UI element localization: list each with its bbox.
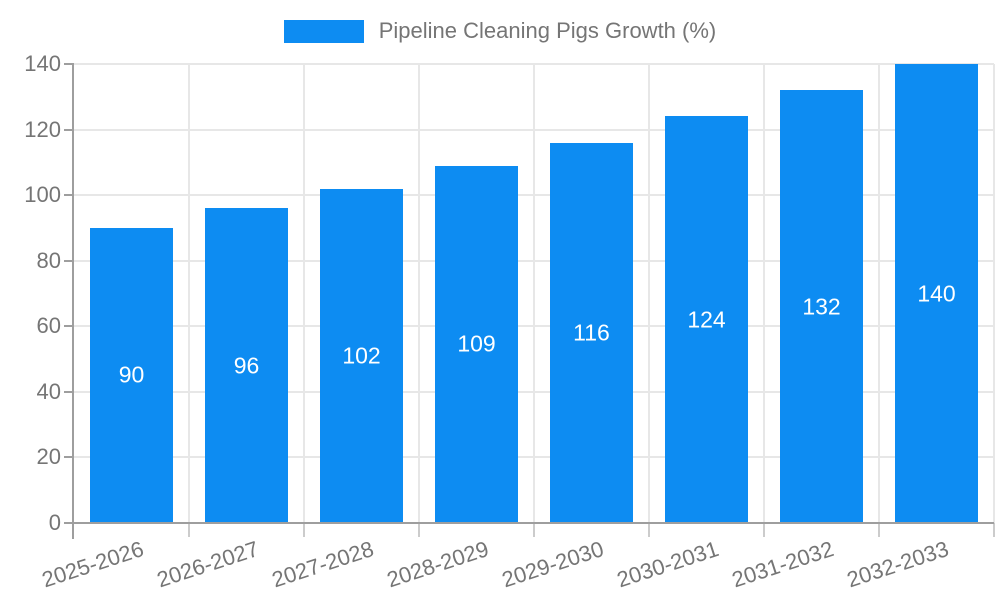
bar xyxy=(320,188,403,523)
bar-value-label: 116 xyxy=(573,319,610,346)
gridline-vertical xyxy=(993,64,995,523)
bar-value-label: 109 xyxy=(457,330,496,357)
bar-value-label: 124 xyxy=(687,306,726,333)
bar-value-label: 96 xyxy=(233,352,260,379)
y-axis-tick-label: 100 xyxy=(24,182,61,208)
y-axis-tick-label: 40 xyxy=(36,378,61,404)
x-axis-tick-label: 2028-2029 xyxy=(384,536,492,593)
x-axis-tick xyxy=(648,523,650,537)
gridline-vertical xyxy=(533,64,535,523)
y-axis-tick xyxy=(64,194,74,197)
y-axis-tick xyxy=(64,325,74,328)
gridline-vertical xyxy=(878,64,880,523)
bar xyxy=(205,208,288,523)
x-axis-tick-label: 2026-2027 xyxy=(154,536,262,593)
y-axis-line xyxy=(72,64,74,539)
x-axis-tick-label: 2025-2026 xyxy=(39,536,147,593)
gridline-vertical xyxy=(763,64,765,523)
gridline-vertical xyxy=(418,64,420,523)
x-axis-tick xyxy=(533,523,535,537)
gridline-vertical xyxy=(303,64,305,523)
x-axis-tick-label: 2029-2030 xyxy=(499,536,607,593)
x-axis-tick-label: 2031-2032 xyxy=(729,536,837,593)
x-axis-line xyxy=(64,522,994,524)
y-axis-tick xyxy=(64,128,74,131)
bar-value-label: 132 xyxy=(802,293,841,320)
y-axis-tick-label: 140 xyxy=(24,51,61,76)
x-axis-tick-label: 2030-2031 xyxy=(614,536,722,593)
y-axis-tick-label: 120 xyxy=(24,116,61,142)
chart-legend: Pipeline Cleaning Pigs Growth (%) xyxy=(0,19,1000,43)
y-axis-tick xyxy=(64,63,74,65)
x-axis-tick xyxy=(418,523,420,537)
y-axis-tick-label: 80 xyxy=(36,247,61,273)
bar xyxy=(895,64,978,523)
y-axis-tick xyxy=(64,390,74,393)
gridline-vertical xyxy=(648,64,650,523)
x-axis-tick xyxy=(763,523,765,537)
x-axis-tick xyxy=(878,523,880,537)
x-axis-tick xyxy=(993,523,995,537)
bar xyxy=(435,165,518,523)
bar xyxy=(90,227,173,523)
x-axis-tick xyxy=(188,523,190,537)
gridline-vertical xyxy=(188,64,190,523)
bar xyxy=(665,116,748,523)
x-axis-tick xyxy=(303,523,305,537)
x-axis-tick-label: 2032-2033 xyxy=(844,536,952,593)
x-axis-tick-label: 2027-2028 xyxy=(269,536,377,593)
bar-value-label: 140 xyxy=(917,280,956,306)
legend-swatch-icon xyxy=(283,19,364,43)
bar xyxy=(780,90,863,523)
y-axis-tick xyxy=(64,259,74,262)
bar xyxy=(550,142,633,523)
y-axis-tick-label: 20 xyxy=(36,444,61,470)
y-axis-tick xyxy=(64,456,74,459)
y-axis-tick-label: 60 xyxy=(36,313,61,339)
bar-value-label: 90 xyxy=(118,361,145,388)
bar-value-label: 102 xyxy=(342,342,381,369)
legend-label: Pipeline Cleaning Pigs Growth (%) xyxy=(378,18,717,43)
legend-item[interactable]: Pipeline Cleaning Pigs Growth (%) xyxy=(283,18,717,43)
y-axis-tick-label: 0 xyxy=(48,510,61,535)
